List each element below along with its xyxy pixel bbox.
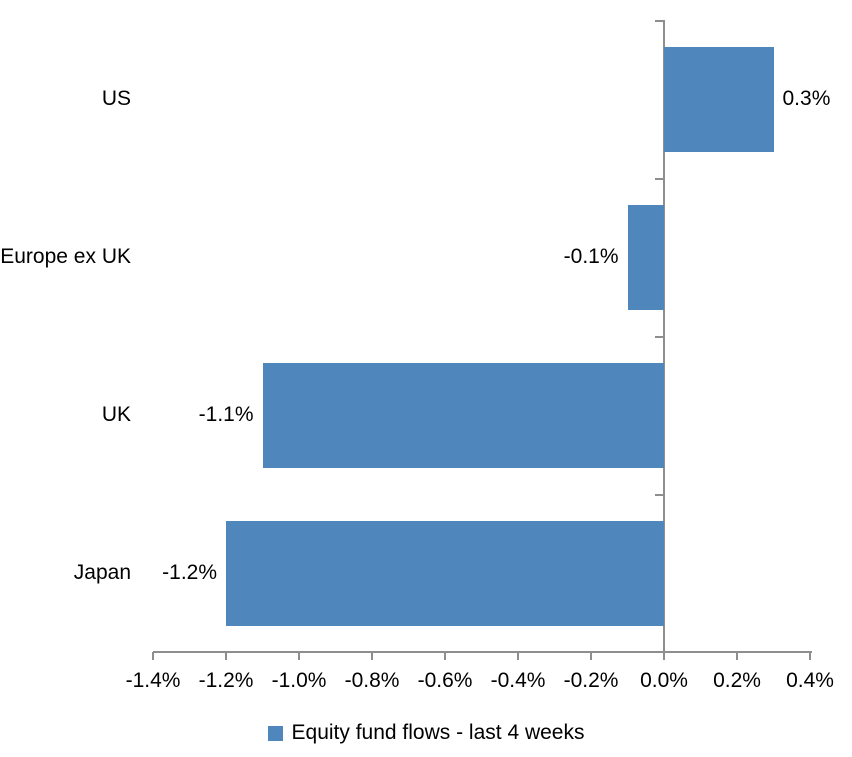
- x-axis-tick: [225, 652, 227, 660]
- bar: [226, 521, 664, 626]
- category-label: Japan: [73, 561, 131, 584]
- x-axis-tick: [517, 652, 519, 660]
- y-axis-tick: [655, 178, 663, 180]
- bar: [627, 205, 664, 310]
- data-label: -1.1%: [198, 403, 254, 426]
- x-axis-tick-label: 0.2%: [713, 669, 761, 692]
- y-axis-tick: [655, 494, 663, 496]
- legend-label: Equity fund flows - last 4 weeks: [291, 721, 585, 744]
- bar: [664, 47, 774, 152]
- x-axis-tick-label: 0.4%: [786, 669, 834, 692]
- x-axis-tick: [809, 652, 811, 660]
- y-axis-tick: [655, 336, 663, 338]
- x-axis-tick: [736, 652, 738, 660]
- y-axis-line: [663, 20, 665, 660]
- x-axis-tick-label: -0.6%: [417, 669, 473, 692]
- x-axis-tick: [298, 652, 300, 660]
- category-label: UK: [101, 403, 131, 426]
- category-label: Europe ex UK: [0, 245, 131, 268]
- y-axis-tick: [655, 20, 663, 22]
- x-axis-tick: [444, 652, 446, 660]
- legend-swatch-icon: [267, 725, 283, 741]
- x-axis-tick-label: -1.4%: [125, 669, 181, 692]
- data-label: -1.2%: [162, 561, 217, 584]
- x-axis-tick: [152, 652, 154, 660]
- data-label: -0.1%: [563, 245, 619, 268]
- category-label: US: [101, 87, 131, 110]
- x-axis-tick-label: -0.8%: [344, 669, 400, 692]
- x-axis-tick-label: -0.4%: [490, 669, 546, 692]
- legend: Equity fund flows - last 4 weeks: [0, 720, 852, 746]
- x-axis-tick-label: -1.0%: [271, 669, 327, 692]
- x-axis-tick-label: -0.2%: [563, 669, 619, 692]
- x-axis-tick: [590, 652, 592, 660]
- x-axis-tick-label: 0.0%: [640, 669, 688, 692]
- x-axis-tick: [371, 652, 373, 660]
- data-label: 0.3%: [782, 87, 831, 110]
- x-axis-line: [153, 651, 812, 653]
- bar: [262, 363, 664, 468]
- x-axis-tick-label: -1.2%: [198, 669, 254, 692]
